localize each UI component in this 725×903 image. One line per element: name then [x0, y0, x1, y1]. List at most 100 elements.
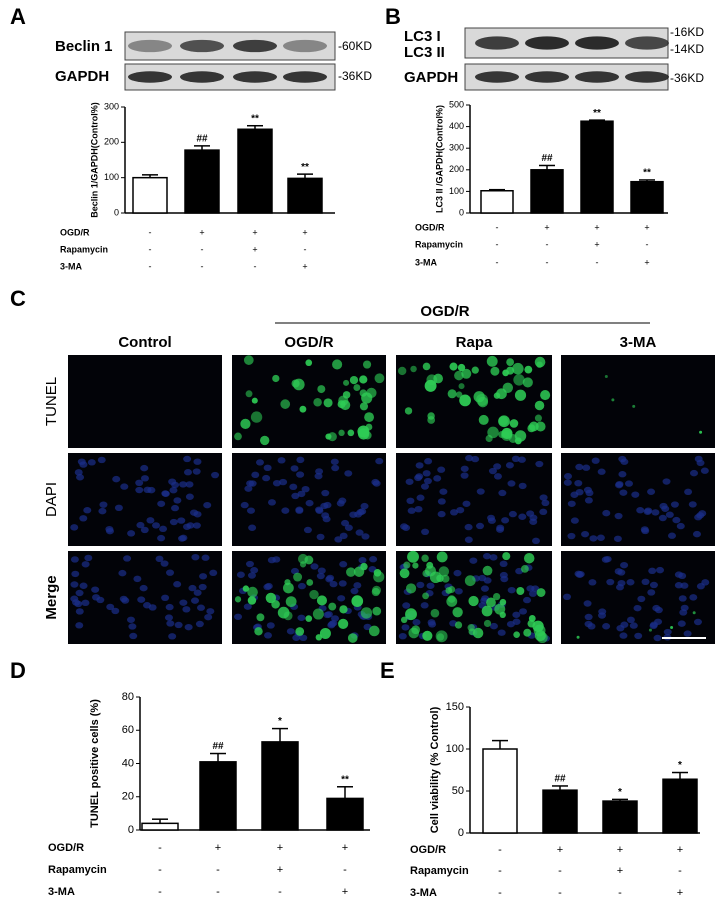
blot-label: GAPDH — [404, 69, 458, 86]
nucleus — [637, 595, 646, 603]
blot-band — [475, 36, 519, 50]
nucleus — [420, 483, 429, 490]
blot-band — [128, 71, 172, 83]
blot-band — [525, 71, 569, 83]
nucleus — [240, 501, 249, 509]
nucleus — [190, 509, 199, 516]
nucleus — [314, 472, 323, 480]
nucleus — [423, 477, 432, 485]
tunel-cell — [502, 369, 510, 377]
nucleus — [310, 563, 319, 570]
nucleus — [139, 584, 148, 592]
nucleus — [662, 478, 671, 485]
nucleus — [206, 608, 215, 615]
nucleus — [251, 471, 260, 479]
nucleus — [165, 603, 174, 611]
nucleus — [279, 478, 288, 486]
nucleus — [641, 578, 650, 586]
condition-mark: + — [544, 222, 549, 232]
nucleus — [518, 482, 527, 490]
nucleus — [305, 499, 314, 507]
nucleus — [676, 522, 685, 530]
tunel-cell — [446, 596, 458, 607]
nucleus — [453, 569, 462, 577]
blot-band — [233, 71, 277, 83]
nucleus — [81, 599, 90, 607]
tunel-cell — [433, 373, 443, 384]
nucleus — [372, 480, 381, 487]
tunel-cell — [342, 391, 351, 399]
tunel-cell — [254, 627, 263, 636]
nucleus — [620, 458, 629, 465]
tunel-cell — [265, 592, 277, 604]
tunel-cell — [359, 389, 367, 397]
condition-name: Rapamycin — [410, 865, 469, 877]
nucleus — [135, 479, 144, 487]
tunel-cell — [455, 391, 463, 398]
nucleus — [297, 490, 306, 498]
condition-mark: - — [498, 887, 502, 899]
significance-label: ## — [212, 741, 224, 752]
y-tick-label: 100 — [446, 743, 464, 755]
blot-size: -60KD — [338, 39, 372, 53]
nucleus — [272, 479, 281, 487]
nucleus — [539, 494, 548, 501]
nucleus — [301, 485, 310, 493]
nucleus — [464, 536, 473, 543]
nucleus — [674, 582, 683, 589]
nucleus — [629, 622, 638, 629]
nucleus — [339, 532, 348, 540]
condition-mark: - — [498, 865, 502, 877]
nucleus — [633, 604, 642, 612]
nucleus — [183, 469, 192, 476]
nucleus — [96, 596, 105, 604]
tunel-cell — [408, 627, 420, 639]
tunel-cell — [422, 630, 433, 641]
tunel-cell — [260, 435, 270, 446]
panel-label: A — [10, 4, 26, 29]
nucleus — [692, 530, 701, 538]
nucleus — [647, 488, 656, 495]
condition-mark: + — [617, 865, 623, 877]
nucleus — [296, 456, 305, 464]
y-tick-label: 20 — [122, 791, 134, 803]
nucleus — [203, 501, 212, 509]
condition-mark: + — [677, 887, 683, 899]
nucleus — [201, 554, 210, 561]
nucleus — [137, 596, 146, 603]
bar — [580, 120, 614, 214]
nucleus — [626, 579, 635, 586]
nucleus — [528, 590, 537, 597]
condition-name: 3-MA — [48, 886, 75, 898]
nucleus — [670, 501, 679, 508]
nucleus — [263, 464, 272, 472]
nucleus — [246, 480, 255, 487]
condition-mark: + — [342, 842, 348, 854]
nucleus — [140, 475, 149, 482]
blot-band — [233, 39, 277, 53]
nucleus — [584, 620, 593, 628]
tunel-cell — [343, 379, 350, 386]
significance-label: ** — [301, 162, 309, 173]
bar — [530, 169, 564, 214]
nucleus — [76, 474, 85, 481]
nucleus — [476, 488, 485, 495]
tunel-cell — [285, 596, 297, 608]
nucleus — [114, 504, 123, 512]
tunel-cell — [325, 433, 332, 440]
nucleus — [281, 507, 290, 514]
tunel-cell — [405, 583, 417, 594]
tunel-cell — [353, 384, 361, 392]
condition-mark: + — [302, 227, 307, 237]
nucleus — [631, 491, 640, 498]
tunel-cell — [346, 567, 356, 577]
condition-mark: + — [302, 261, 307, 271]
tunel-cell — [523, 552, 535, 564]
condition-mark: - — [496, 222, 499, 232]
tunel-cell — [405, 608, 417, 621]
nucleus — [567, 500, 576, 507]
nucleus — [450, 509, 459, 516]
blot-band — [128, 39, 172, 53]
tunel-cell — [364, 412, 375, 423]
tunel-cell — [422, 592, 430, 600]
